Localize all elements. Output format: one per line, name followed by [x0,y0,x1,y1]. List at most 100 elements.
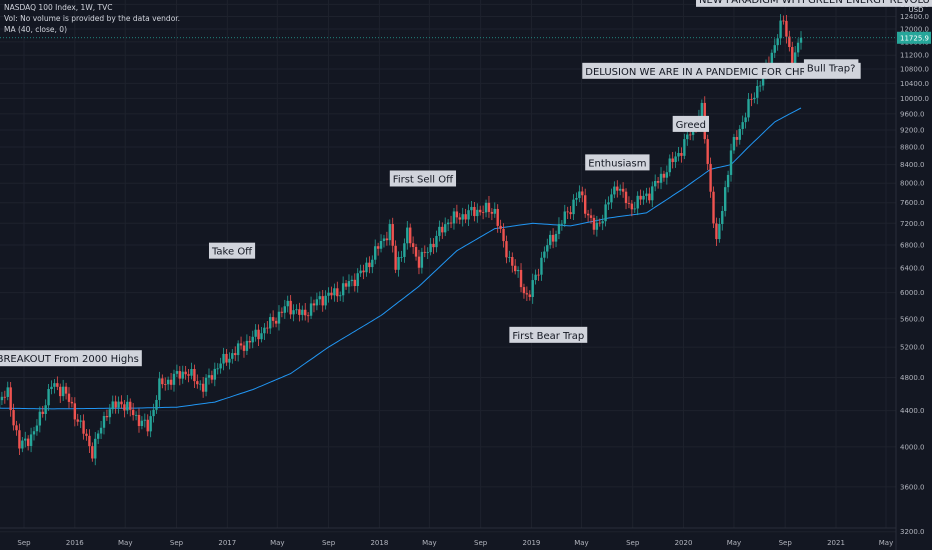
annotation-text: First Bear Trap [512,331,584,342]
annotation-box [389,170,457,187]
candle-body [82,420,85,434]
annotations-layer: BREAKOUT From 2000 Highs Take Off First Se… [0,0,932,367]
candle-body [537,274,540,276]
candle-body [534,274,537,281]
candle-body [187,374,190,376]
candle-body [653,181,657,187]
time-tick-label: 2016 [66,539,84,547]
candle-body [540,257,543,275]
candle-body [627,203,631,204]
candle-body [295,309,298,311]
candle-body [688,134,692,136]
candle-body [741,122,744,129]
candle-body [493,208,496,214]
candle-body [76,419,79,422]
candle-body [458,217,461,220]
candle-body [56,383,59,387]
time-tick-label: Sep [474,539,488,547]
candle-body [368,262,371,268]
candle-body [522,287,526,294]
candle-body [423,251,426,253]
candle-body [429,243,432,253]
candle-body [686,134,689,140]
candle-body [199,383,202,385]
candle-body [665,172,669,178]
candle-body [353,279,357,287]
candle-body [312,303,316,306]
candle-body [441,226,444,233]
candle-body [158,378,161,400]
candle-body [91,446,94,459]
time-axis: Sep 2016 May Sep 2017 May Sep 2018 May Sep 2019 May… [0,527,896,547]
candle-body [718,224,721,240]
candle-body [18,430,21,449]
candle-body [324,295,327,306]
candle-body [94,438,97,459]
candle-body [280,311,284,313]
candle-body [266,327,269,329]
candle-body [301,309,304,315]
candle-body [339,295,342,297]
candle-body [671,158,674,163]
price-tick-label: 12400.0 [900,13,929,21]
candle-body [782,20,785,22]
candle-body [546,245,549,252]
price-tick-label: 6800.0 [900,242,925,250]
candle-body [715,223,718,240]
candle-body [473,206,476,217]
candle-body [254,329,257,337]
candle-body [248,340,252,343]
candle-body [400,256,403,258]
time-tick-label: Sep [17,539,31,547]
candle-body [511,257,514,266]
price-tick-label: 11200.0 [900,52,929,60]
candle-body [735,137,739,140]
candle-body [41,411,44,414]
candle-body [388,224,391,241]
candle-body [99,427,103,434]
candle-body [709,163,712,192]
candle-body [595,222,599,230]
candle-body [464,214,467,220]
candle-body [47,389,50,406]
candle-body [624,191,628,204]
price-tick-label: 7600.0 [900,199,925,207]
candle-body [234,353,237,356]
candle-body [306,315,310,317]
candle-body [551,234,555,242]
candle-body [750,99,753,100]
annotation-box [509,326,588,343]
candle-body [257,329,260,340]
candle-body [236,343,240,356]
time-tick-label: May [879,539,893,547]
candle-body [143,419,147,421]
annotation-box [208,242,256,259]
price-tick-label: 10400.0 [900,80,929,88]
candle-body [231,353,234,359]
candles-layer [0,14,896,466]
candle-body [589,215,593,218]
candle-body [738,128,741,140]
price-tick-label: 3600.0 [900,483,925,491]
candle-body [123,404,126,411]
candle-body [73,403,77,420]
price-tick-label: 6400.0 [900,265,925,273]
candle-body [796,42,800,53]
candle-body [563,211,566,224]
candle-body [152,409,155,417]
candle-body [799,37,803,43]
candle-body [24,438,27,441]
time-tick-label: May [422,539,436,547]
candle-body [204,377,208,392]
annotation-text: Bull Trap? [807,63,855,74]
candle-body [700,102,704,117]
candle-body [207,375,211,378]
annotation-label: Take Off [208,242,256,259]
candle-body [633,208,636,210]
candle-body [59,386,62,397]
candle-body [788,36,791,48]
candle-body [50,386,53,390]
candle-body [598,222,601,224]
price-tick-label: 6000.0 [900,289,925,297]
